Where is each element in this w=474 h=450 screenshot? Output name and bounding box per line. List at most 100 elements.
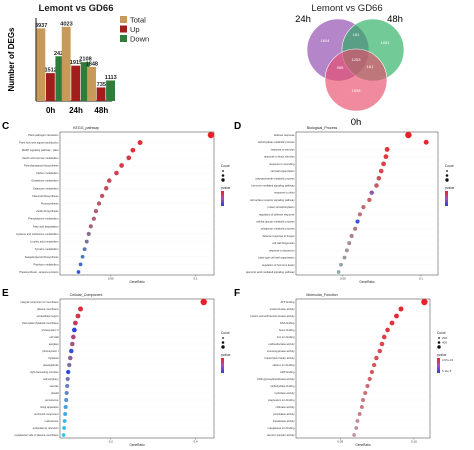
venn-region-value: 181	[353, 32, 360, 37]
category-label: monooxygenase activity	[267, 349, 295, 353]
x-tick-label: 0.10	[411, 440, 417, 444]
data-point	[355, 419, 360, 423]
category-label: xyloglucan metabolic process	[261, 227, 296, 231]
category-label: peroxidase activity	[273, 412, 295, 416]
category-label: Sesquiterpenoid biosynthesis	[25, 255, 59, 259]
legend-color-title: pvalue	[221, 353, 231, 357]
data-point	[62, 419, 67, 423]
data-point	[103, 186, 109, 191]
plot-area	[295, 298, 431, 439]
x-tick-label: 0.2	[109, 440, 114, 444]
category-label: Plant hormone signal transduction	[19, 141, 59, 145]
x-tick-label-0h: 0h	[46, 106, 55, 115]
data-point	[200, 298, 207, 306]
panel-letter-F: F	[234, 288, 240, 299]
category-label: cellular glucan metabolic process	[256, 220, 295, 224]
category-label: response to chitin	[274, 191, 295, 195]
x-axis-label: GeneRatio	[129, 443, 144, 447]
category-label: protein serine/threonine kinase activity	[250, 314, 295, 318]
bar-data-label: 1113	[105, 75, 117, 81]
data-point	[355, 219, 360, 224]
bar-down-24h	[80, 62, 90, 101]
data-point	[62, 426, 66, 430]
legend-size-dot	[222, 337, 224, 339]
category-label: Photosynthesis	[41, 202, 59, 206]
category-label: endoplasmic reticulum	[33, 426, 59, 430]
category-label: cell wall biogenesis	[272, 241, 295, 245]
data-point	[367, 197, 372, 203]
bar-total-48h	[87, 66, 96, 101]
legend-size-dot	[437, 341, 441, 344]
category-label: polysaccharide metabolic process	[256, 176, 296, 180]
category-label: electron transfer activity	[267, 433, 295, 437]
bar-up-48h	[96, 87, 106, 101]
category-label: response to wounding	[269, 162, 295, 166]
category-label: light-harvesting complex	[31, 370, 60, 374]
data-point	[68, 355, 73, 361]
x-axis-label: GeneRatio	[355, 443, 370, 447]
data-point	[78, 306, 83, 312]
data-point	[72, 327, 77, 333]
category-label: Fatty acid degradation	[33, 224, 59, 228]
category-label: cell surface receptor signaling pathway	[250, 198, 295, 202]
category-label: protein phosphorylation	[268, 205, 296, 209]
category-label: jasmonic acid mediated signaling pathway	[245, 270, 295, 274]
data-point	[384, 146, 390, 152]
legend-color-bar	[445, 191, 448, 206]
data-point	[67, 362, 72, 368]
legend-size-label: 200	[442, 336, 447, 340]
legend-size-dot	[221, 341, 225, 344]
category-label: hormone-mediated signaling pathway	[251, 183, 295, 187]
data-point	[91, 216, 96, 221]
category-label: Porphyrin metabolism	[33, 262, 58, 266]
bar-down-48h	[106, 80, 115, 101]
legend-size-dot	[445, 178, 449, 182]
panel-letter-C: C	[2, 121, 9, 132]
data-point	[76, 270, 81, 274]
data-point	[78, 262, 83, 267]
bar-up-0h	[45, 73, 55, 101]
venn-region-value: 1253	[352, 57, 362, 62]
category-label: UDP-glycosyltransferase activity	[257, 377, 295, 381]
data-point	[394, 313, 399, 319]
data-point	[71, 334, 76, 340]
data-point	[398, 306, 404, 312]
venn-set-label-24h: 24h	[295, 14, 311, 25]
category-label: Zeatin biosynthesis	[36, 209, 59, 213]
category-label: manganese ion binding	[268, 426, 295, 430]
bar-data-label: 2108	[79, 57, 91, 63]
data-point	[66, 369, 71, 375]
category-label: regulation of defense response	[259, 212, 295, 216]
bar-data-label: 1848	[86, 61, 98, 67]
category-label: MAPK signaling pathway - plant	[22, 148, 59, 152]
category-label: plastid	[51, 391, 59, 395]
category-label: hydrolase activity	[275, 391, 296, 395]
legend-size-title: Count	[221, 331, 230, 335]
category-label: Flavonoid biosynthesis	[32, 194, 59, 198]
category-label: response to stimulus	[271, 147, 295, 151]
data-point	[126, 155, 132, 161]
data-point	[369, 369, 375, 375]
category-label: apoplast	[49, 342, 59, 346]
legend-color-title: pvalue	[445, 186, 455, 190]
data-point	[107, 178, 112, 183]
category-label: integral component of membrane	[20, 300, 59, 304]
bar-chart: Lemont vs GD66 Number of DEGs 3937 1512 2425…	[7, 3, 149, 115]
plot-area	[295, 131, 439, 276]
data-point	[61, 433, 66, 437]
data-point	[64, 390, 69, 396]
panel-letter-D: D	[234, 121, 241, 132]
legend-color-bar	[221, 191, 224, 206]
category-label: extracellular region	[37, 314, 59, 318]
category-label: cell wall	[49, 335, 59, 339]
legend-size-label: 400	[442, 341, 447, 345]
category-label: chitinase activity	[276, 405, 296, 409]
legend-size-dot	[221, 174, 225, 177]
legend-color-label: 5.11e-5	[442, 369, 452, 373]
category-label: calcium ion binding	[272, 363, 295, 367]
category-label: nucleosome	[45, 419, 60, 423]
category-label: Galactose metabolism	[33, 186, 59, 190]
legend-size-dot	[221, 178, 225, 182]
